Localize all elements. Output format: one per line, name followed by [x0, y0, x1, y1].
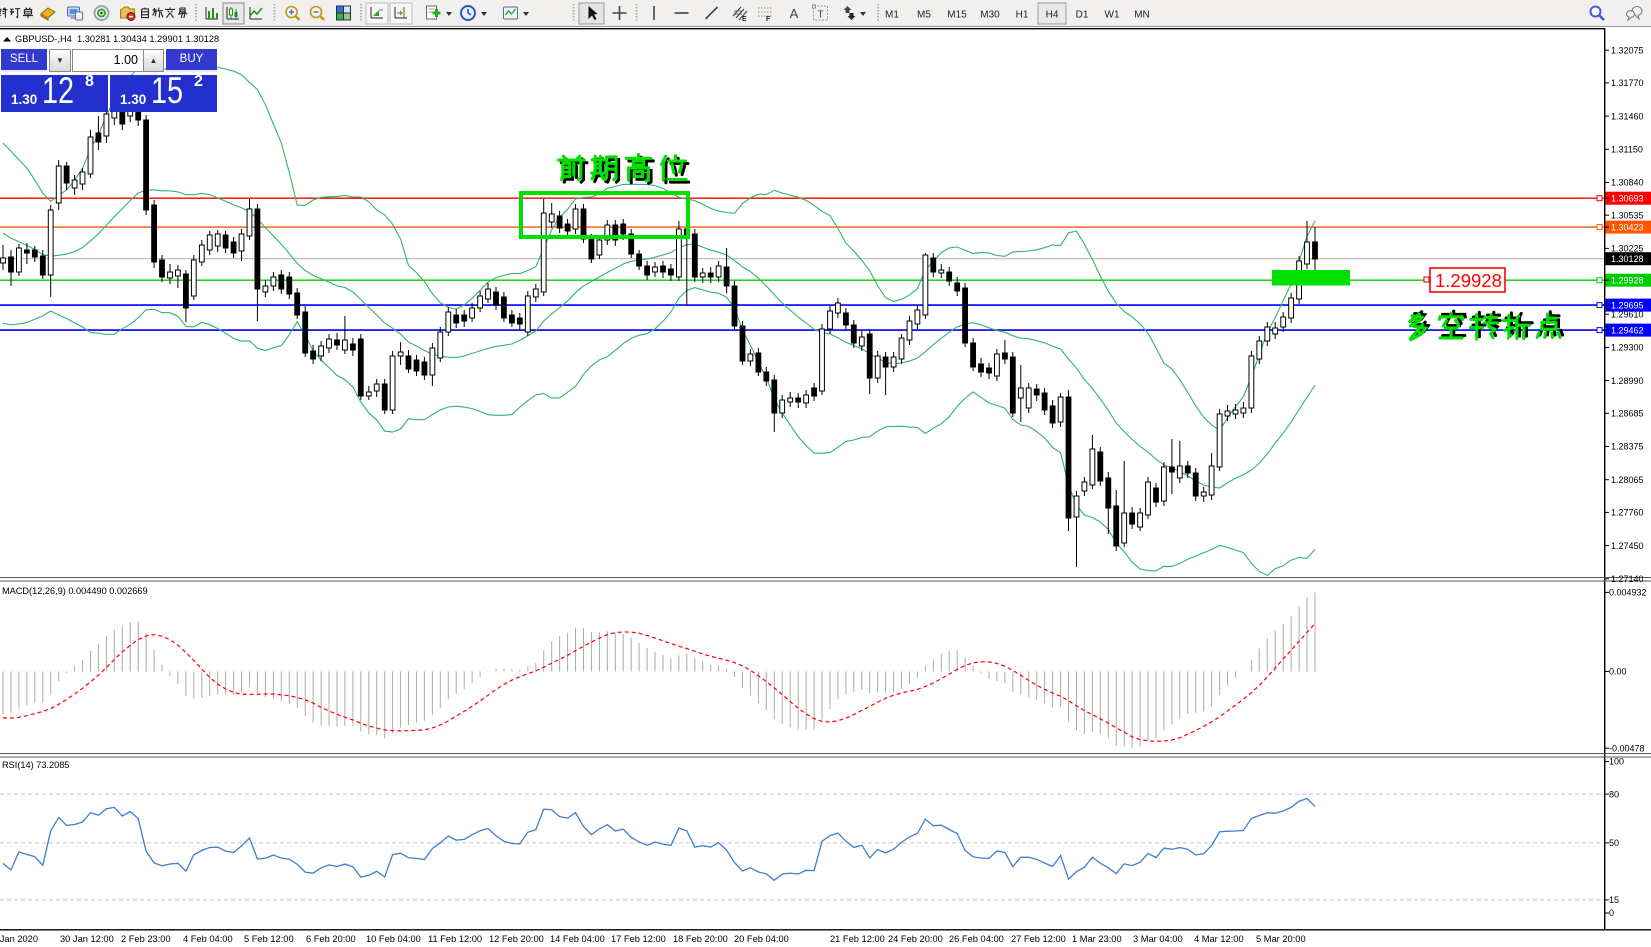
svg-text:RSI(14) 73.2085: RSI(14) 73.2085 [2, 760, 69, 770]
svg-text:5 Feb 12:00: 5 Feb 12:00 [244, 934, 294, 944]
svg-text:1.29928: 1.29928 [1435, 270, 1502, 291]
svg-text:1.30535: 1.30535 [1611, 210, 1644, 220]
svg-text:4 Mar 12:00: 4 Mar 12:00 [1194, 934, 1244, 944]
svg-text:H1: H1 [1016, 10, 1029, 21]
svg-text:1.28375: 1.28375 [1611, 442, 1644, 452]
svg-text:1.32075: 1.32075 [1611, 45, 1644, 55]
svg-text:100: 100 [1609, 757, 1624, 767]
svg-text:14 Feb 04:00: 14 Feb 04:00 [550, 934, 605, 944]
svg-text:0.004932: 0.004932 [1609, 588, 1647, 598]
svg-text:M30: M30 [980, 10, 1000, 21]
svg-text:17 Feb 12:00: 17 Feb 12:00 [611, 934, 666, 944]
svg-text:D1: D1 [1076, 10, 1089, 21]
svg-text:MACD(12,26,9) 0.004490 0.00266: MACD(12,26,9) 0.004490 0.002669 [2, 586, 148, 596]
svg-text:0: 0 [1609, 908, 1614, 918]
svg-text:26 Feb 04:00: 26 Feb 04:00 [949, 934, 1004, 944]
svg-text:1.29300: 1.29300 [1611, 343, 1644, 353]
svg-text:30 Jan 12:00: 30 Jan 12:00 [60, 934, 114, 944]
svg-text:4 Feb 04:00: 4 Feb 04:00 [183, 934, 233, 944]
svg-text:M1: M1 [885, 10, 899, 21]
svg-text:1.27760: 1.27760 [1611, 508, 1644, 518]
svg-text:50: 50 [1609, 838, 1619, 848]
svg-text:1.30128: 1.30128 [1611, 254, 1644, 264]
svg-text:0.00: 0.00 [1609, 667, 1627, 677]
svg-text:T: T [817, 10, 823, 21]
svg-text:24 Feb 20:00: 24 Feb 20:00 [888, 934, 943, 944]
svg-text:F: F [766, 16, 771, 23]
svg-text:M5: M5 [917, 10, 931, 21]
svg-text:27 Feb 12:00: 27 Feb 12:00 [1011, 934, 1066, 944]
svg-text:1.31460: 1.31460 [1611, 111, 1644, 121]
svg-text:1.28685: 1.28685 [1611, 409, 1644, 419]
svg-text:80: 80 [1609, 789, 1619, 799]
svg-text:E: E [742, 16, 747, 23]
svg-text:1.30225: 1.30225 [1611, 244, 1644, 254]
svg-text:H4: H4 [1046, 10, 1059, 21]
svg-text:10 Feb 04:00: 10 Feb 04:00 [366, 934, 421, 944]
svg-text:M15: M15 [947, 10, 967, 21]
svg-text:W1: W1 [1105, 10, 1120, 21]
svg-text:1 Mar 23:00: 1 Mar 23:00 [1072, 934, 1122, 944]
svg-text:1.29610: 1.29610 [1611, 309, 1644, 319]
svg-text:1.27450: 1.27450 [1611, 541, 1644, 551]
svg-text:1.31770: 1.31770 [1611, 78, 1644, 88]
svg-text:GBPUSD-,H4 1.30281 1.30434 1.: GBPUSD-,H4 1.30281 1.30434 1.29901 1.301… [15, 34, 219, 44]
svg-text:1.29462: 1.29462 [1611, 325, 1644, 335]
svg-text:1.27140: 1.27140 [1611, 574, 1644, 584]
svg-text:1.30840: 1.30840 [1611, 178, 1644, 188]
svg-text:1.30693: 1.30693 [1611, 193, 1644, 203]
svg-text:1.29695: 1.29695 [1611, 300, 1644, 310]
svg-text:MN: MN [1134, 10, 1150, 21]
svg-text:6 Feb 20:00: 6 Feb 20:00 [306, 934, 356, 944]
svg-text:2 Feb 23:00: 2 Feb 23:00 [121, 934, 171, 944]
svg-text:1.31150: 1.31150 [1611, 145, 1643, 155]
svg-text:A: A [790, 6, 799, 21]
svg-text:1.28065: 1.28065 [1611, 475, 1644, 485]
svg-text:1.28990: 1.28990 [1611, 376, 1644, 386]
svg-text:1.30423: 1.30423 [1611, 222, 1644, 232]
svg-text:20 Feb 04:00: 20 Feb 04:00 [734, 934, 789, 944]
svg-text:11 Feb 12:00: 11 Feb 12:00 [428, 934, 482, 944]
svg-text:1.29928: 1.29928 [1611, 275, 1644, 285]
svg-text:15: 15 [1609, 895, 1619, 905]
svg-text:5 Mar 20:00: 5 Mar 20:00 [1256, 934, 1306, 944]
svg-text:18 Feb 20:00: 18 Feb 20:00 [673, 934, 728, 944]
svg-text:12 Feb 20:00: 12 Feb 20:00 [489, 934, 544, 944]
svg-text:9 Jan 2020: 9 Jan 2020 [0, 934, 38, 944]
svg-text:-0.00478: -0.00478 [1609, 743, 1645, 753]
svg-text:21 Feb 12:00: 21 Feb 12:00 [830, 934, 885, 944]
svg-text:3 Mar 04:00: 3 Mar 04:00 [1133, 934, 1183, 944]
